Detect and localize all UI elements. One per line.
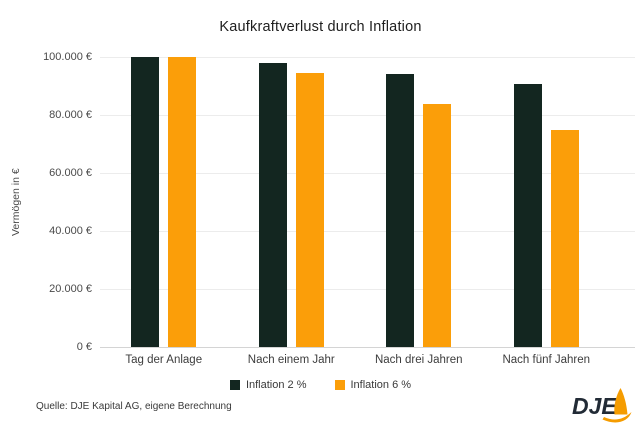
dje-logo-text: DJE [572,393,617,419]
chart-title: Kaufkraftverlust durch Inflation [219,19,422,35]
plot-area [100,57,635,348]
bar [513,84,542,347]
gridline [100,231,635,232]
bar [550,130,579,347]
legend-swatch-icon [334,380,345,390]
bar-group [483,57,611,347]
x-tick-label: Nach einem Jahr [247,354,335,366]
y-tick-label: 40.000 € [49,225,92,237]
gridline [100,57,635,58]
dje-logo-graphic: DJE [572,388,632,423]
legend: Inflation 2 % Inflation 6 % [0,379,641,391]
x-axis-labels: Tag der Anlage Nach einem Jahr Nach drei J… [100,354,610,366]
legend-swatch-icon [229,380,240,390]
gridline [100,173,635,174]
gridline [100,289,635,290]
legend-item: Inflation 6 % [334,379,412,391]
legend-label: Inflation 2 % [245,379,307,391]
bar [423,103,452,347]
y-tick-label: 80.000 € [49,109,92,121]
dje-logo-sail-icon [614,388,628,415]
legend-item: Inflation 2 % [229,379,307,391]
dje-logo-swoosh-icon [602,412,632,423]
bar [258,62,287,347]
bar-group [100,57,228,347]
y-tick-label: 100.000 € [43,51,92,63]
bar [168,57,197,347]
bar [295,73,324,347]
x-tick-label: Tag der Anlage [125,354,203,366]
dje-logo: DJE [571,386,635,428]
gridline [100,115,635,116]
y-tick-label: 60.000 € [49,167,92,179]
x-tick-label: Nach fünf Jahren [502,354,591,366]
bar-series-area [100,57,610,347]
x-tick-label: Nach drei Jahren [374,354,463,366]
bar-group [355,57,483,347]
bar [131,57,160,347]
y-axis-label: Vermögen in € [10,168,22,236]
source-note: Quelle: DJE Kapital AG, eigene Berechnun… [36,401,232,412]
legend-label: Inflation 6 % [350,379,412,391]
y-tick-label: 20.000 € [49,283,92,295]
bar [386,73,415,347]
gridline [100,347,635,348]
bar-group [228,57,356,347]
y-tick-label: 0 € [76,341,92,353]
